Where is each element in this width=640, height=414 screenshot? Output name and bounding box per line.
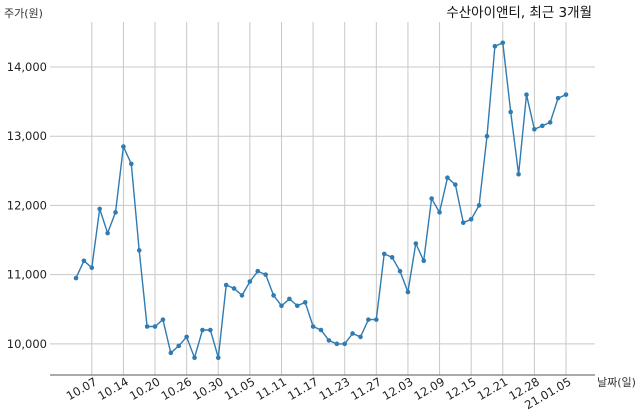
price-point xyxy=(121,144,126,149)
price-series xyxy=(73,40,569,360)
x-tick-label: 11.05 xyxy=(222,374,258,403)
price-point xyxy=(81,258,87,264)
price-point xyxy=(445,175,450,181)
price-point xyxy=(73,275,79,281)
price-point xyxy=(294,303,300,309)
price-point xyxy=(231,286,237,291)
price-point xyxy=(223,282,229,288)
price-point xyxy=(105,230,110,236)
price-point xyxy=(547,120,553,125)
price-point xyxy=(374,317,379,322)
price-point xyxy=(563,92,569,97)
price-point xyxy=(421,258,427,264)
price-point xyxy=(389,255,395,260)
x-tick-label: 12.21 xyxy=(475,374,511,403)
x-tick-label: 12.15 xyxy=(443,374,479,403)
x-tick-label: 12.03 xyxy=(380,374,416,403)
price-point xyxy=(532,126,537,132)
price-point xyxy=(342,341,348,347)
price-point xyxy=(453,182,458,187)
y-tick-labels: 10,000 11,000 12,000 13,000 14,000 xyxy=(7,60,47,351)
price-point xyxy=(437,210,442,215)
price-point xyxy=(381,251,387,257)
price-point xyxy=(405,289,411,295)
y-tick-label: 12,000 xyxy=(7,198,47,212)
y-tick-label: 13,000 xyxy=(7,129,47,143)
price-point xyxy=(476,203,482,208)
x-tick-label: 10.14 xyxy=(95,374,131,403)
price-point xyxy=(508,109,513,115)
price-point xyxy=(160,317,166,322)
price-point xyxy=(350,331,355,336)
chart-title: 수산아이앤티, 최근 3개월 xyxy=(446,5,592,21)
price-point xyxy=(413,241,419,246)
price-point xyxy=(192,355,197,360)
grid xyxy=(50,22,595,375)
price-point xyxy=(468,216,474,222)
price-point xyxy=(215,355,221,360)
price-point xyxy=(287,296,292,302)
price-point xyxy=(358,334,363,340)
price-point xyxy=(144,324,150,329)
y-tick-label: 10,000 xyxy=(7,337,47,351)
price-line xyxy=(75,41,567,360)
price-point xyxy=(516,171,521,177)
x-tick-label: 11.11 xyxy=(253,374,289,403)
price-point xyxy=(326,338,332,343)
price-point xyxy=(176,343,182,349)
y-tick-label: 14,000 xyxy=(7,60,47,74)
x-tick-label: 11.27 xyxy=(348,374,384,403)
price-point xyxy=(302,300,308,305)
x-axis-title: 날짜(일) xyxy=(597,375,636,389)
price-point xyxy=(310,324,316,329)
x-tick-label: 10.07 xyxy=(64,374,100,403)
price-point xyxy=(89,265,95,271)
price-point xyxy=(484,133,490,139)
price-point xyxy=(263,272,268,277)
x-tick-label: 11.23 xyxy=(317,374,353,403)
price-point xyxy=(429,196,434,201)
y-tick-label: 11,000 xyxy=(7,268,47,282)
price-point xyxy=(129,161,134,167)
price-point xyxy=(136,248,142,253)
price-point xyxy=(460,220,466,226)
price-point xyxy=(397,268,403,274)
price-point xyxy=(113,210,118,215)
price-point xyxy=(200,327,205,333)
x-tick-labels: 10.0710.1410.2010.2610.3011.0511.1111.17… xyxy=(64,374,574,412)
x-tick-label: 12.09 xyxy=(412,374,448,403)
price-point xyxy=(271,293,276,298)
price-point xyxy=(279,303,284,309)
price-point xyxy=(492,43,498,49)
x-tick-label: 11.17 xyxy=(285,374,321,403)
price-point xyxy=(366,317,371,322)
price-point xyxy=(208,327,213,333)
price-point xyxy=(334,341,340,347)
price-point xyxy=(97,206,103,212)
price-point xyxy=(247,279,253,284)
price-point xyxy=(555,95,561,101)
price-point xyxy=(318,327,324,333)
x-tick-label: 10.20 xyxy=(127,374,163,403)
price-point xyxy=(524,92,529,97)
price-point xyxy=(184,334,189,340)
y-axis-title: 주가(원) xyxy=(4,7,43,20)
price-point xyxy=(152,324,158,329)
price-point xyxy=(539,123,545,129)
x-tick-label: 10.30 xyxy=(190,374,226,403)
price-point xyxy=(500,40,506,46)
price-point xyxy=(239,293,245,298)
price-point xyxy=(255,268,261,274)
price-point xyxy=(168,350,174,356)
x-tick-label: 10.26 xyxy=(159,374,195,403)
